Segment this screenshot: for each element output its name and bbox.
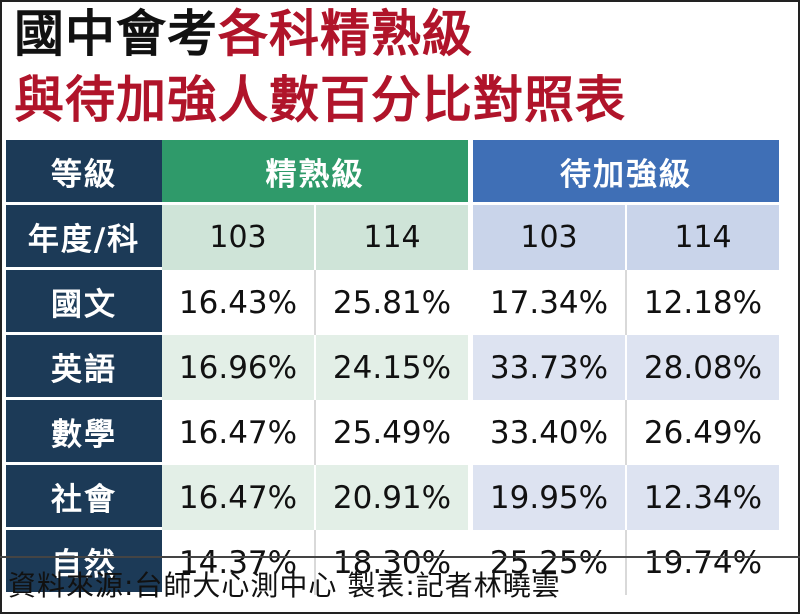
subject-label: 國文 (6, 270, 162, 335)
year-header: 103 (162, 205, 316, 270)
table-cell: 16.47% (162, 465, 316, 530)
table-row: 數學 16.47% 25.49% 33.40% 26.49% (6, 400, 779, 465)
year-header: 114 (316, 205, 468, 270)
title-line-2: 與待加強人數百分比對照表 (14, 72, 626, 128)
year-subject-header: 年度/科 (6, 205, 162, 270)
table-cell: 25.25% (468, 530, 627, 595)
table-cell: 28.08% (627, 335, 779, 400)
title-prefix: 國中會考 (14, 5, 218, 63)
table-cell: 16.96% (162, 335, 316, 400)
table-cell: 16.43% (162, 270, 316, 335)
year-header-row: 年度/科 103 114 103 114 (6, 205, 779, 270)
source-credit: 資料來源:台師大心測中心 製表:記者林曉雲 (8, 569, 561, 602)
subject-label: 自然 (6, 530, 162, 595)
table-cell: 33.73% (468, 335, 627, 400)
table-cell: 14.37% (162, 530, 316, 595)
table-cell: 12.18% (627, 270, 779, 335)
title-highlight: 各科精熟級 (218, 5, 473, 63)
year-header: 103 (468, 205, 627, 270)
table-cell: 12.34% (627, 465, 779, 530)
table-cell: 25.49% (316, 400, 468, 465)
footer-divider (0, 556, 800, 558)
table-row: 英語 16.96% 24.15% 33.73% 28.08% (6, 335, 779, 400)
level-header: 等級 (6, 140, 162, 205)
title-subline: 與待加強人數百分比對照表 (14, 71, 626, 129)
table-row: 自然 14.37% 18.30% 25.25% 19.74% (6, 530, 779, 595)
table-cell: 33.40% (468, 400, 627, 465)
table-cell: 19.74% (627, 530, 779, 595)
title-line-1: 國中會考各科精熟級 (14, 6, 473, 62)
table-cell: 16.47% (162, 400, 316, 465)
table-cell: 18.30% (316, 530, 468, 595)
group-header-row: 等級 精熟級 待加強級 (6, 140, 779, 205)
table-cell: 19.95% (468, 465, 627, 530)
table-row: 社會 16.47% 20.91% 19.95% 12.34% (6, 465, 779, 530)
table-cell: 24.15% (316, 335, 468, 400)
table-cell: 26.49% (627, 400, 779, 465)
subject-label: 英語 (6, 335, 162, 400)
subject-label: 社會 (6, 465, 162, 530)
comparison-table: 等級 精熟級 待加強級 年度/科 103 114 103 114 國文 16.4… (6, 140, 779, 595)
table-row: 國文 16.43% 25.81% 17.34% 12.18% (6, 270, 779, 335)
table-cell: 20.91% (316, 465, 468, 530)
table-cell: 17.34% (468, 270, 627, 335)
needs-improvement-group-header: 待加強級 (468, 140, 779, 205)
subject-label: 數學 (6, 400, 162, 465)
year-header: 114 (627, 205, 779, 270)
table-cell: 25.81% (316, 270, 468, 335)
proficient-group-header: 精熟級 (162, 140, 468, 205)
